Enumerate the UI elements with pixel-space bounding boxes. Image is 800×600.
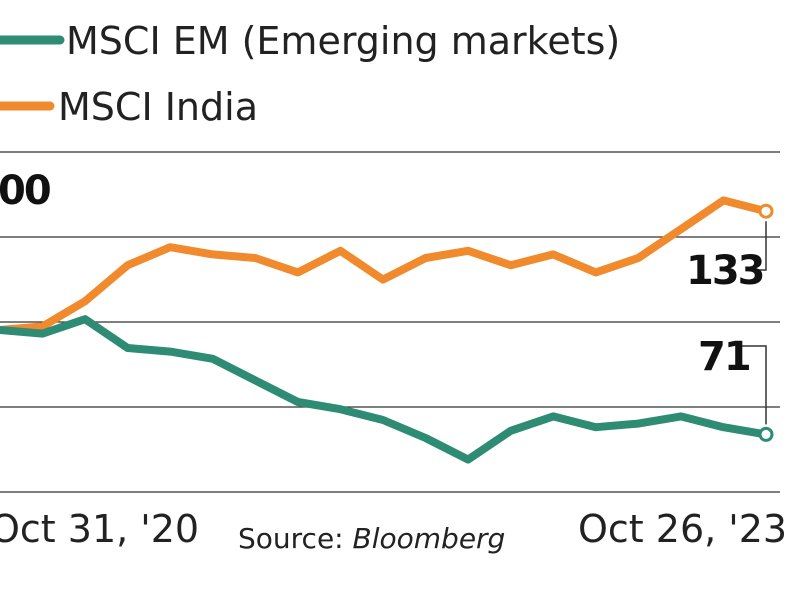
end-label-msci-em: 71 [698, 334, 750, 380]
gridlines [0, 151, 780, 493]
source-note: Source: Bloomberg [238, 522, 505, 555]
series-lines [0, 196, 774, 464]
source-prefix: Source: [238, 522, 353, 555]
callout-line-msci-em [740, 345, 767, 425]
source-name: Bloomberg [353, 522, 506, 555]
end-label-msci-india: 133 [686, 248, 764, 294]
x-axis-end-label: Oct 26, '23 [578, 507, 787, 551]
end-value-callouts [740, 221, 767, 425]
legend-label-msci-em: MSCI EM (Emerging markets) [66, 19, 620, 63]
data-point-msci-india-18 [758, 203, 774, 219]
series-line-msci-em [0, 315, 770, 464]
series-line-msci-india [0, 196, 770, 334]
legend-label-msci-india: MSCI India [58, 85, 258, 129]
data-point-msci-em-18 [758, 426, 774, 442]
y-tick-label: 00 [0, 168, 50, 214]
callout-line-msci-india [752, 221, 767, 271]
x-axis-start-label: Oct 31, '20 [0, 507, 199, 551]
legend: MSCI EM (Emerging markets) MSCI India [0, 19, 620, 129]
